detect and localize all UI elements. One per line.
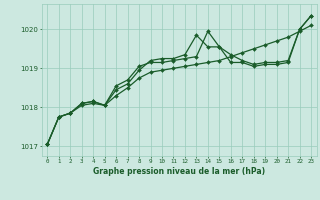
X-axis label: Graphe pression niveau de la mer (hPa): Graphe pression niveau de la mer (hPa) xyxy=(93,167,265,176)
